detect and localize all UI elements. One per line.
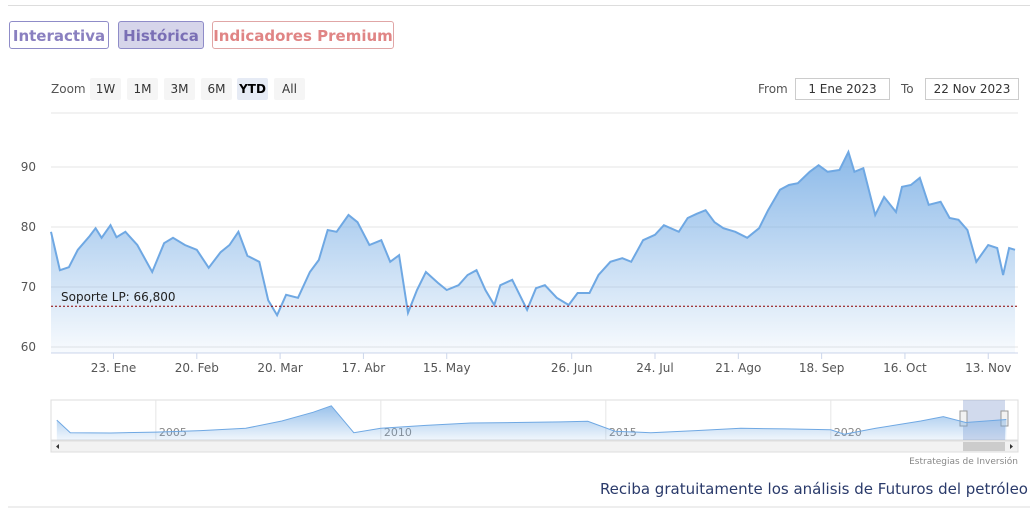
tab[interactable]: Indicadores Premium <box>212 21 394 49</box>
x-tick-label: 26. Jun <box>551 361 593 375</box>
zoom-button[interactable]: 1M <box>127 78 158 100</box>
scrollbar-thumb[interactable] <box>963 442 1005 451</box>
zoom-button[interactable]: 3M <box>164 78 195 100</box>
zoom-label: Zoom <box>51 82 86 96</box>
scrollbar[interactable] <box>50 440 1019 453</box>
zoom-button[interactable]: 6M <box>201 78 232 100</box>
zoom-button[interactable]: All <box>274 78 305 100</box>
x-tick-label: 13. Nov <box>965 361 1011 375</box>
credit: Estrategias de Inversión <box>909 456 1018 467</box>
y-tick-label: 70 <box>21 280 36 294</box>
tab[interactable]: Histórica <box>118 21 204 49</box>
top-rule <box>8 5 1030 6</box>
zoom-button[interactable]: YTD <box>237 78 268 100</box>
line <box>50 149 1016 318</box>
x-tick-label: 15. May <box>423 361 471 375</box>
from-label: From <box>758 82 788 96</box>
x-tick-label: 20. Feb <box>175 361 219 375</box>
footer-link[interactable]: Reciba gratuitamente los análisis de Fut… <box>600 480 1028 498</box>
y-tick-label: 90 <box>21 160 36 174</box>
to-label: To <box>901 82 914 96</box>
x-tick-label: 20. Mar <box>257 361 303 375</box>
navigator-area <box>56 405 1007 440</box>
y-tick-label: 80 <box>21 220 36 234</box>
x-tick-label: 23. Ene <box>91 361 136 375</box>
x-tick-label: 17. Abr <box>342 361 386 375</box>
zoom-button[interactable]: 1W <box>90 78 121 100</box>
from-input[interactable]: 1 Ene 2023 <box>795 78 890 100</box>
tab[interactable]: Interactiva <box>9 21 109 49</box>
x-tick-label: 16. Oct <box>883 361 927 375</box>
x-tick-label: 18. Sep <box>799 361 845 375</box>
navigator-line <box>56 405 1007 435</box>
x-tick-label: 21. Ago <box>715 361 761 375</box>
x-tick-label: 24. Jul <box>636 361 673 375</box>
to-input[interactable]: 22 Nov 2023 <box>925 78 1019 100</box>
area-fill <box>51 152 1016 353</box>
support-label: Soporte LP: 66,800 <box>61 290 176 304</box>
y-tick-label: 60 <box>21 340 36 354</box>
